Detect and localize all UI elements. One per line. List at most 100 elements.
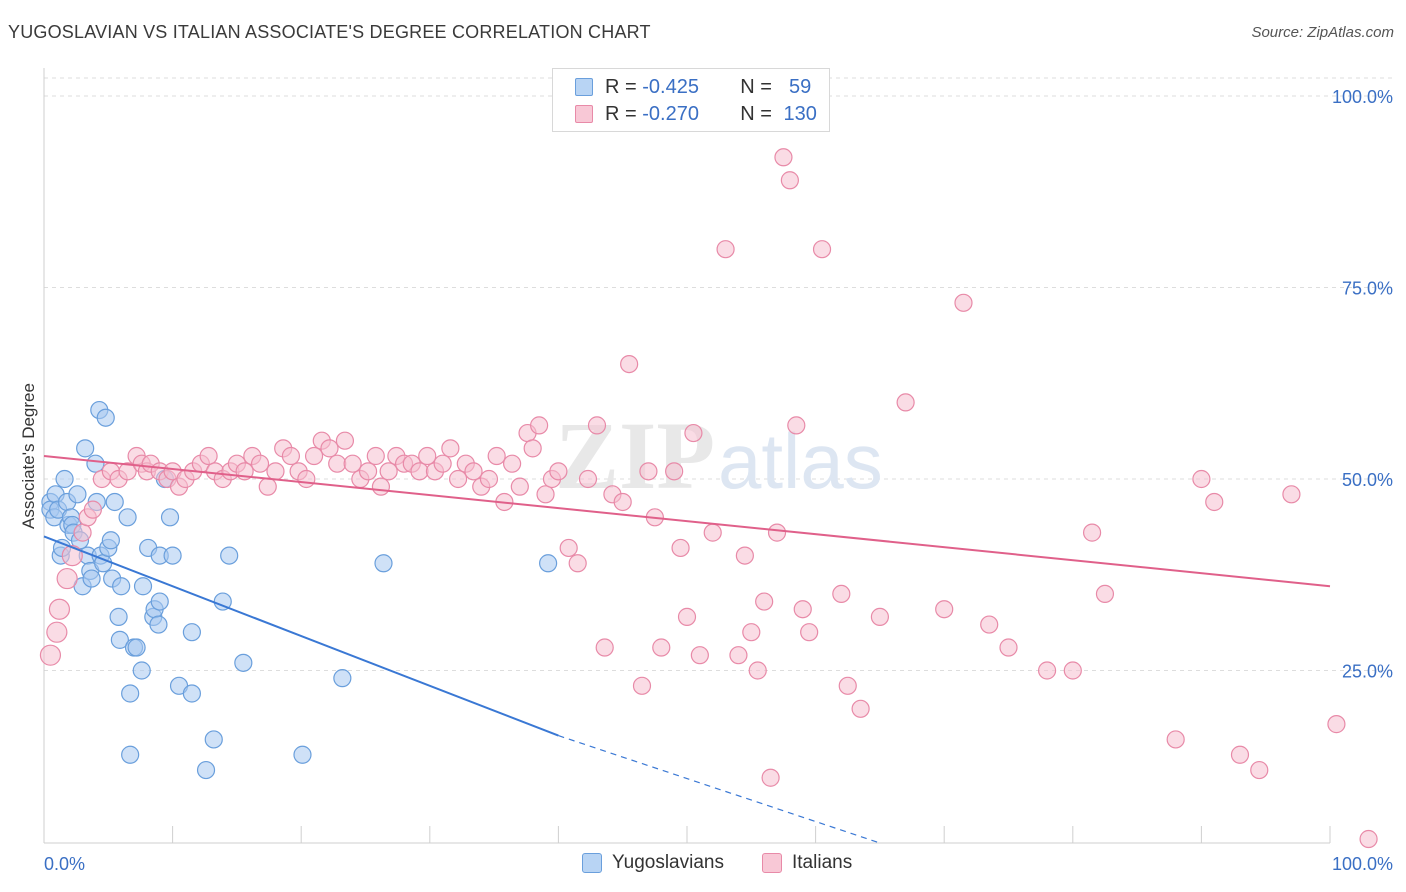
yugoslavian-point (118, 508, 137, 527)
italian-point (441, 439, 460, 458)
italian-point (297, 469, 316, 489)
italian-point (735, 546, 754, 565)
italian-point (935, 600, 954, 619)
italian-point (503, 454, 522, 473)
italian-point (812, 240, 832, 259)
italian-point (418, 446, 437, 466)
axis-layer (43, 68, 1331, 844)
correlation-legend: R = -0.425 N = 59 R = -0.270 N = 130 (552, 68, 830, 132)
series-legend-italians: Italians (762, 852, 852, 874)
italian-point (793, 600, 812, 619)
italian-point (870, 607, 890, 626)
italian-point (371, 477, 391, 496)
x-tick-label-max: 100.0% (1332, 854, 1393, 874)
italian-point (665, 462, 684, 481)
y-tick-label: 100.0% (1332, 87, 1393, 107)
yugoslavian-point (109, 607, 128, 626)
italian-point (1037, 661, 1057, 680)
italian-point (335, 431, 355, 450)
yugoslavian-point (86, 454, 105, 473)
legend-r-value: -0.270 (642, 102, 699, 125)
yugoslavian-point (110, 630, 129, 649)
yugoslavians-trend-line (43, 535, 559, 737)
source-label: Source: ZipAtlas.com (1251, 24, 1394, 41)
y-axis-title: Associate's Degree (19, 383, 38, 529)
yugoslavian-point (150, 592, 169, 611)
italian-point (980, 615, 999, 634)
italian-point (1166, 730, 1185, 749)
italians-trend-line (43, 455, 1331, 588)
series-swatch-yugoslavians (582, 853, 602, 873)
italian-point (410, 462, 429, 481)
yugoslavian-point (149, 615, 168, 634)
yugoslavian-point (220, 546, 239, 565)
italian-point (767, 523, 787, 542)
italian-point (671, 538, 690, 558)
italian-point (56, 567, 78, 590)
italian-point (39, 644, 62, 666)
legend-swatch-yugoslavians (575, 78, 593, 96)
italian-point (620, 355, 639, 374)
italian-point (1095, 584, 1115, 604)
italian-point (613, 492, 632, 512)
yugoslavian-point (132, 661, 151, 680)
italian-point (320, 439, 339, 458)
italian-point (800, 623, 819, 642)
italian-point (199, 446, 218, 466)
yugoslavian-point (333, 669, 352, 688)
series-legend: Yugoslavians Italians (0, 852, 1406, 878)
italian-point (677, 607, 697, 626)
italian-point (559, 538, 578, 558)
italian-point (1192, 469, 1211, 489)
italian-point (510, 477, 529, 496)
italian-point (487, 446, 506, 466)
italian-point (851, 699, 870, 718)
italian-point (266, 462, 285, 481)
yugoslavian-point (96, 408, 115, 427)
italian-point (954, 293, 973, 312)
yugoslavian-point (204, 730, 223, 749)
italian-point (755, 592, 774, 611)
yugoslavian-point (127, 638, 146, 657)
series-label-yugoslavians: Yugoslavians (612, 852, 724, 873)
italian-point (328, 454, 347, 473)
italian-point (366, 446, 385, 466)
legend-row-italians: R = -0.270 N = 130 (575, 101, 817, 127)
italian-point (1327, 715, 1346, 734)
watermark-zip: ZIP (555, 402, 715, 509)
labels-layer: 100.0% 75.0% 50.0% 25.0% 0.0% 100.0% Associate… (19, 87, 1393, 874)
yugoslavian-point (182, 684, 201, 703)
italian-point (304, 446, 324, 466)
chart-title: YUGOSLAVIAN VS ITALIAN ASSOCIATE'S DEGRE… (8, 22, 651, 42)
italian-point (587, 416, 607, 435)
italian-point (379, 462, 398, 481)
italian-point (549, 462, 568, 481)
legend-n-label: N = (740, 75, 778, 98)
italian-point (1205, 492, 1224, 512)
yugoslavian-point (293, 745, 312, 764)
italian-point (716, 240, 735, 259)
yugoslavian-point (55, 469, 74, 489)
italian-point (46, 621, 68, 643)
italian-point (118, 462, 137, 481)
yugoslavian-point (163, 546, 182, 565)
y-tick-label: 50.0% (1342, 470, 1393, 490)
yugoslavian-point (234, 653, 253, 672)
yugoslavian-point (121, 745, 140, 764)
legend-n-value: 130 (783, 102, 817, 125)
italian-point (774, 148, 793, 167)
legend-row-yugoslavians: R = -0.425 N = 59 (575, 74, 811, 100)
yugoslavian-point (68, 485, 87, 504)
italian-point (568, 554, 587, 573)
yugoslavian-point (374, 554, 393, 573)
italian-point (433, 454, 452, 473)
yugoslavian-point (112, 577, 131, 596)
yugoslavian-point (182, 623, 201, 642)
yugoslavian-point (539, 554, 558, 573)
series-legend-yugoslavians: Yugoslavians (582, 852, 724, 874)
italian-point (729, 646, 748, 665)
grid-layer (44, 77, 1392, 671)
italian-point (832, 584, 851, 604)
yugoslavian-point (76, 439, 95, 458)
legend-r-value: -0.425 (642, 75, 699, 98)
